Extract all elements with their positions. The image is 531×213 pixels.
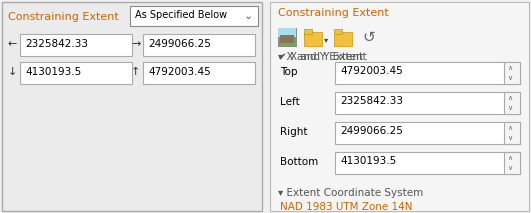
Bar (2, 2, 262, 211)
Text: As Specified Below: As Specified Below (135, 10, 227, 20)
Text: ∨: ∨ (507, 135, 512, 141)
Text: ▾ Extent Coordinate System: ▾ Extent Coordinate System (278, 188, 423, 198)
Text: ∨: ∨ (507, 165, 512, 171)
Text: ↑: ↑ (131, 67, 140, 77)
Text: 2325842.33: 2325842.33 (25, 39, 88, 49)
Bar (130, 6, 258, 26)
Text: 2325842.33: 2325842.33 (340, 96, 403, 106)
Text: ✔ X and Y Extent: ✔ X and Y Extent (278, 52, 366, 62)
Bar (143, 62, 255, 84)
Text: ▾ X and Y Extent: ▾ X and Y Extent (278, 52, 363, 62)
Bar (504, 62, 520, 84)
Text: 4130193.5: 4130193.5 (25, 67, 81, 77)
Bar (20, 34, 132, 56)
Bar (270, 2, 529, 211)
Bar (304, 32, 322, 46)
Text: ∧: ∧ (507, 95, 512, 101)
Text: 4792003.45: 4792003.45 (340, 66, 402, 76)
Text: Top: Top (280, 67, 297, 77)
Text: Constraining Extent: Constraining Extent (8, 12, 119, 22)
Bar (280, 35, 294, 43)
Text: ←: ← (8, 39, 18, 49)
Bar (335, 62, 520, 84)
Text: 2499066.25: 2499066.25 (148, 39, 211, 49)
Bar (334, 29, 342, 34)
Bar (335, 122, 520, 144)
Bar (504, 152, 520, 174)
Text: 4792003.45: 4792003.45 (148, 67, 211, 77)
Text: ↺: ↺ (362, 30, 375, 45)
Text: ∧: ∧ (507, 155, 512, 161)
Text: Left: Left (280, 97, 300, 107)
Bar (335, 92, 520, 114)
Text: →: → (131, 39, 140, 49)
Text: Constraining Extent: Constraining Extent (278, 8, 389, 18)
Bar (335, 152, 520, 174)
Text: Right: Right (280, 127, 307, 137)
Text: NAD 1983 UTM Zone 14N: NAD 1983 UTM Zone 14N (280, 202, 413, 212)
Bar (504, 122, 520, 144)
Bar (278, 28, 296, 37)
Bar (278, 28, 296, 46)
Text: ∧: ∧ (507, 125, 512, 131)
Text: ↓: ↓ (8, 67, 18, 77)
Bar (334, 32, 352, 46)
Bar (304, 29, 312, 34)
Text: ⌄: ⌄ (244, 11, 253, 21)
Text: 4130193.5: 4130193.5 (340, 156, 396, 166)
Bar (143, 34, 255, 56)
Text: Bottom: Bottom (280, 157, 318, 167)
Text: ∧: ∧ (507, 65, 512, 71)
Text: ∨: ∨ (507, 75, 512, 81)
Text: ∨: ∨ (507, 105, 512, 111)
Text: ▾: ▾ (324, 35, 328, 44)
Bar (20, 62, 132, 84)
Text: 2499066.25: 2499066.25 (340, 126, 403, 136)
Bar (504, 92, 520, 114)
